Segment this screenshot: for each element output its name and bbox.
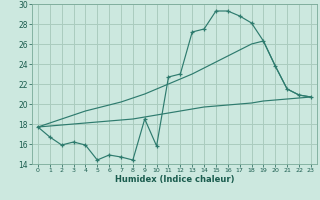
X-axis label: Humidex (Indice chaleur): Humidex (Indice chaleur): [115, 175, 234, 184]
